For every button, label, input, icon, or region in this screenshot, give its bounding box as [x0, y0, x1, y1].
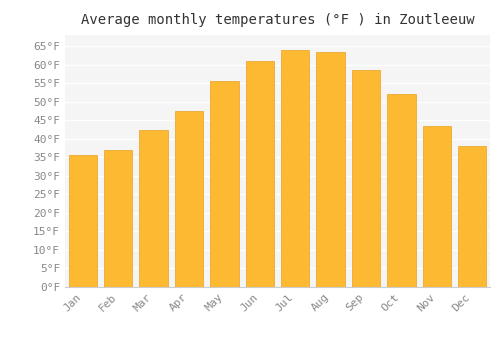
Bar	[458, 146, 486, 287]
Bar	[210, 81, 238, 287]
Bar	[175, 111, 203, 287]
Title: Average monthly temperatures (°F ) in Zoutleeuw: Average monthly temperatures (°F ) in Zo…	[80, 13, 474, 27]
Bar	[246, 61, 274, 287]
Bar	[68, 155, 97, 287]
Bar	[422, 126, 451, 287]
Bar	[388, 94, 415, 287]
Bar	[104, 150, 132, 287]
Bar	[281, 50, 310, 287]
Bar	[352, 70, 380, 287]
Bar	[140, 130, 168, 287]
Bar	[316, 52, 345, 287]
